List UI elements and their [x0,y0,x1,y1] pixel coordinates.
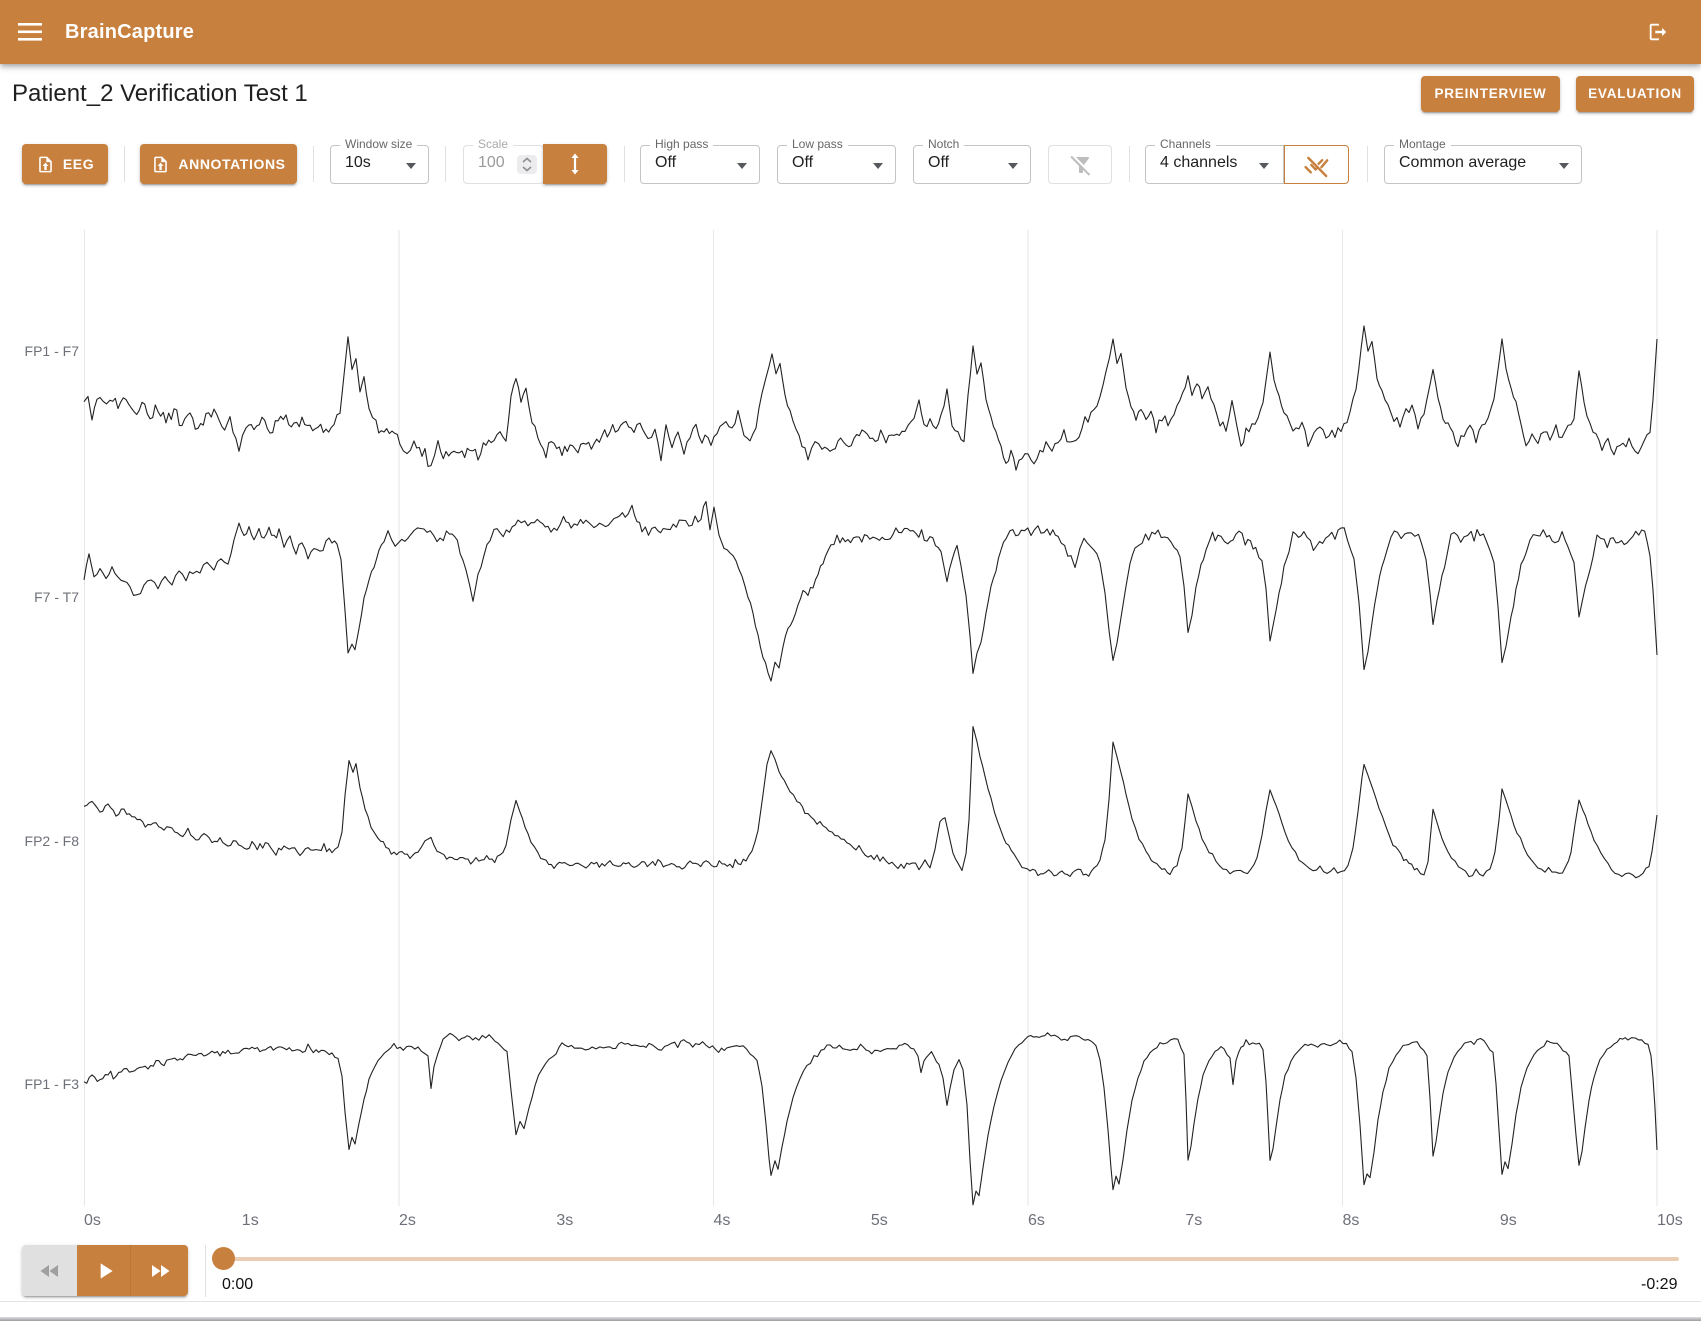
svg-text:8s: 8s [1343,1212,1360,1229]
svg-text:F7 - T7: F7 - T7 [34,589,79,605]
svg-text:FP2 - F8: FP2 - F8 [25,833,80,849]
svg-text:10s: 10s [1657,1212,1683,1229]
svg-text:FP1 - F7: FP1 - F7 [25,343,80,359]
svg-text:3s: 3s [556,1212,573,1229]
svg-text:1s: 1s [242,1212,259,1229]
svg-text:2s: 2s [399,1212,416,1229]
svg-text:0s: 0s [84,1212,101,1229]
svg-text:4s: 4s [714,1212,731,1229]
svg-text:7s: 7s [1185,1212,1202,1229]
svg-text:FP1 - F3: FP1 - F3 [25,1076,80,1092]
svg-text:6s: 6s [1028,1212,1045,1229]
svg-text:9s: 9s [1500,1212,1517,1229]
svg-text:5s: 5s [871,1212,888,1229]
